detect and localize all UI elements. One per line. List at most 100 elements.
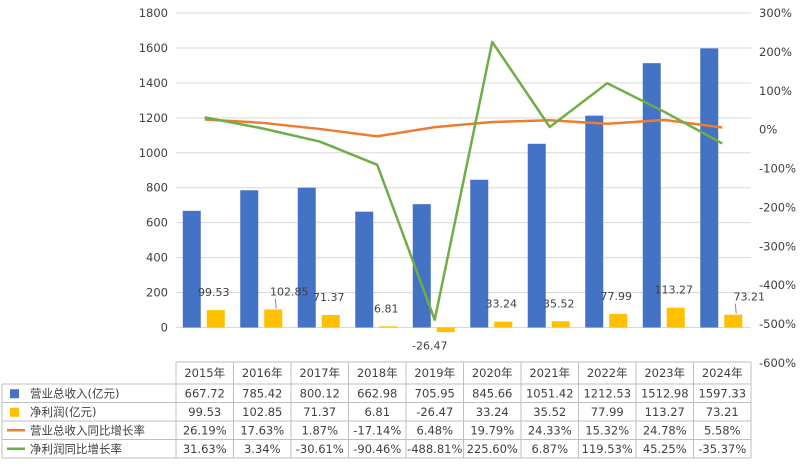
revenue-bar bbox=[585, 115, 604, 328]
category-label: 2022年 bbox=[587, 366, 628, 380]
table-cell: 6.48% bbox=[416, 423, 453, 437]
net-profit-label: 113.27 bbox=[655, 284, 694, 297]
label-leader-line bbox=[274, 298, 277, 309]
net-profit-label: -26.47 bbox=[412, 340, 447, 353]
table-cell: -17.14% bbox=[353, 423, 401, 437]
net-profit-bar bbox=[724, 314, 743, 328]
net-profit-label: 73.21 bbox=[734, 291, 766, 304]
table-cell: 705.95 bbox=[415, 386, 455, 400]
category-label: 2017年 bbox=[299, 366, 340, 380]
table-cell: 785.42 bbox=[242, 386, 282, 400]
category-label: 2021年 bbox=[529, 366, 570, 380]
revenue-bar bbox=[700, 48, 719, 328]
left-tick-label: 200 bbox=[146, 286, 168, 300]
category-label: 2020年 bbox=[472, 366, 513, 380]
table-cell: 225.60% bbox=[467, 442, 518, 456]
table-cell: -488.81% bbox=[407, 442, 462, 456]
series-name: 营业总收入同比增长率 bbox=[30, 423, 145, 437]
table-cell: 24.33% bbox=[528, 423, 572, 437]
revenue-bar bbox=[240, 190, 259, 328]
table-cell: 667.72 bbox=[185, 386, 225, 400]
left-tick-label: 1400 bbox=[139, 76, 168, 90]
gridlines bbox=[176, 12, 751, 328]
table-cell: 1212.53 bbox=[583, 386, 631, 400]
table-cell: 1597.33 bbox=[698, 386, 746, 400]
category-label: 2018年 bbox=[357, 366, 398, 380]
table-cell: 77.99 bbox=[591, 405, 624, 419]
right-tick-label: 200% bbox=[759, 45, 792, 59]
table-cell: 26.19% bbox=[183, 423, 227, 437]
right-tick-label: -300% bbox=[759, 239, 796, 253]
series-name: 净利润同比增长率 bbox=[30, 442, 122, 456]
table-cell: 71.37 bbox=[303, 405, 336, 419]
net-profit-bar bbox=[436, 327, 455, 333]
net-profit-bar bbox=[206, 310, 225, 328]
left-tick-label: 1200 bbox=[139, 111, 168, 125]
table-cell: 24.78% bbox=[643, 423, 687, 437]
legend-key bbox=[10, 407, 19, 417]
table-cell: 6.81 bbox=[364, 405, 390, 419]
net-profit-label: 77.99 bbox=[601, 290, 633, 303]
table-cell: 17.63% bbox=[240, 423, 284, 437]
net-profit-bar bbox=[666, 307, 685, 328]
net-profit-label: 6.81 bbox=[374, 302, 399, 315]
left-axis-ticks: 1800 1600 1400 1200 1000 800 600 400 200 0 bbox=[139, 6, 168, 335]
revenue-bar bbox=[355, 211, 374, 328]
series-name: 营业总收入(亿元) bbox=[30, 386, 119, 400]
table-cell: 15.32% bbox=[585, 423, 629, 437]
left-tick-label: 800 bbox=[146, 181, 168, 195]
category-label: 2023年 bbox=[644, 366, 685, 380]
table-cell: -35.37% bbox=[698, 442, 746, 456]
table-cell: 35.52 bbox=[533, 405, 566, 419]
right-tick-label: -100% bbox=[759, 162, 796, 176]
net-profit-label: 33.24 bbox=[486, 298, 518, 311]
right-tick-label: 100% bbox=[759, 84, 792, 98]
revenue-bar bbox=[470, 179, 489, 328]
right-tick-label: -600% bbox=[759, 356, 796, 370]
table-cell: 800.12 bbox=[300, 386, 340, 400]
table-cell: 45.25% bbox=[643, 442, 687, 456]
table-cell: 5.58% bbox=[704, 423, 741, 437]
table-cell: 19.79% bbox=[470, 423, 514, 437]
table-cell: 31.63% bbox=[183, 442, 227, 456]
net-profit-label: 35.52 bbox=[543, 297, 575, 310]
series-name: 净利润(亿元) bbox=[30, 405, 96, 419]
net-profit-bar bbox=[264, 309, 283, 328]
table-cell: 3.34% bbox=[244, 442, 281, 456]
left-tick-label: 1800 bbox=[139, 6, 168, 20]
table-cell: -26.47 bbox=[416, 405, 453, 419]
revenue-bar bbox=[182, 210, 201, 328]
revenue-bar bbox=[297, 187, 316, 328]
right-tick-label: -400% bbox=[759, 278, 796, 292]
table-cell: 662.98 bbox=[357, 386, 397, 400]
right-axis-ticks: 300% 200% 100% 0% -100% -200% -300% -400% -500% -… bbox=[759, 6, 796, 370]
category-label: 2019年 bbox=[414, 366, 455, 380]
table-cell: 1512.98 bbox=[641, 386, 689, 400]
label-leader-line bbox=[734, 303, 737, 314]
revenue-growth-line bbox=[204, 118, 723, 138]
category-label: 2024年 bbox=[702, 366, 743, 380]
category-label: 2016年 bbox=[242, 366, 283, 380]
table-cell: -90.46% bbox=[353, 442, 401, 456]
table-cell: 33.24 bbox=[476, 405, 509, 419]
net-profit-label: 102.85 bbox=[270, 286, 309, 299]
table-cell: -30.61% bbox=[296, 442, 344, 456]
table-cell: 113.27 bbox=[645, 405, 685, 419]
net-profit-bar bbox=[321, 315, 340, 328]
data-table: 2015年 2016年 2017年 2018年 2019年 2020年 2021年 2022年… bbox=[1, 361, 752, 459]
table-cell: 119.53% bbox=[582, 442, 633, 456]
table-cell: 99.53 bbox=[188, 405, 221, 419]
net-profit-label: 99.53 bbox=[198, 286, 230, 299]
net-profit-bar bbox=[551, 321, 570, 328]
left-tick-label: 400 bbox=[146, 251, 168, 265]
bar-series bbox=[182, 48, 743, 333]
net-profit-growth-line bbox=[204, 40, 723, 322]
net-profit-bar bbox=[609, 313, 628, 328]
left-tick-label: 0 bbox=[161, 321, 168, 335]
net-profit-label: 71.37 bbox=[313, 291, 345, 304]
net-profit-bar bbox=[494, 321, 513, 328]
revenue-bar bbox=[642, 63, 661, 328]
left-tick-label: 1000 bbox=[139, 146, 168, 160]
right-tick-label: -500% bbox=[759, 317, 796, 331]
